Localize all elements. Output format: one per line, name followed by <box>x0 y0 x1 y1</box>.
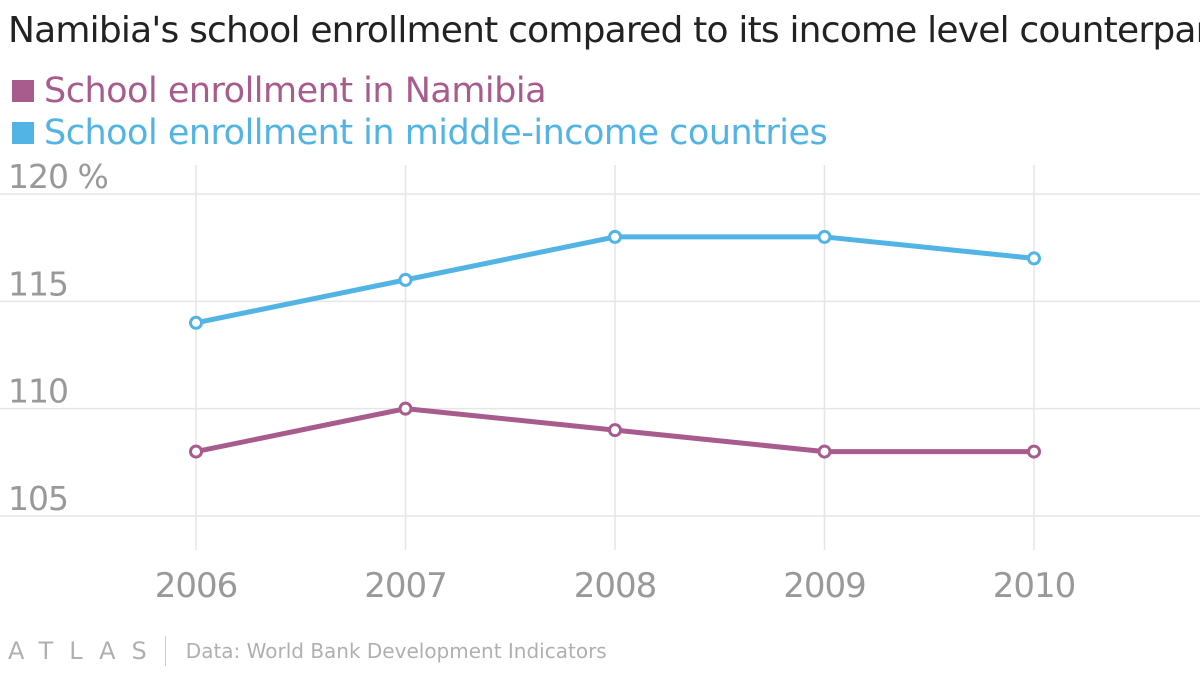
data-point <box>1027 251 1041 266</box>
x-tick-label: 2009 <box>783 566 866 606</box>
legend-item-middle-income: School enrollment in middle-income count… <box>12 112 828 154</box>
legend-label-namibia: School enrollment in Namibia <box>44 71 547 111</box>
y-tick-label: 120 % <box>8 157 108 196</box>
legend-label-middle-income: School enrollment in middle-income count… <box>44 113 828 153</box>
x-tick-label: 2006 <box>155 566 238 606</box>
data-point <box>608 229 622 244</box>
legend-swatch-namibia <box>12 80 34 102</box>
data-point <box>189 315 203 330</box>
data-source: Data: World Bank Development Indicators <box>185 639 607 663</box>
y-tick-label: 110 <box>8 372 68 411</box>
chart-title: Namibia's school enrollment compared to … <box>8 10 1200 51</box>
x-tick-label: 2008 <box>574 566 657 606</box>
y-tick-label: 115 <box>8 264 68 303</box>
footer: ATLAS Data: World Bank Development Indic… <box>8 636 607 666</box>
legend-item-namibia: School enrollment in Namibia <box>12 70 827 112</box>
legend-swatch-middle-income <box>12 122 34 144</box>
legend: School enrollment in Namibia School enro… <box>12 70 828 154</box>
data-point <box>398 401 413 416</box>
x-tick-label: 2010 <box>993 566 1076 606</box>
atlas-logo: ATLAS <box>8 637 163 665</box>
data-point <box>817 444 832 459</box>
data-point <box>1027 444 1041 459</box>
data-point <box>189 444 203 459</box>
footer-divider <box>164 636 166 666</box>
data-point <box>817 229 832 244</box>
data-point <box>398 272 413 287</box>
y-tick-label: 105 <box>8 479 68 518</box>
x-tick-label: 2007 <box>364 566 447 606</box>
data-point <box>608 423 622 438</box>
